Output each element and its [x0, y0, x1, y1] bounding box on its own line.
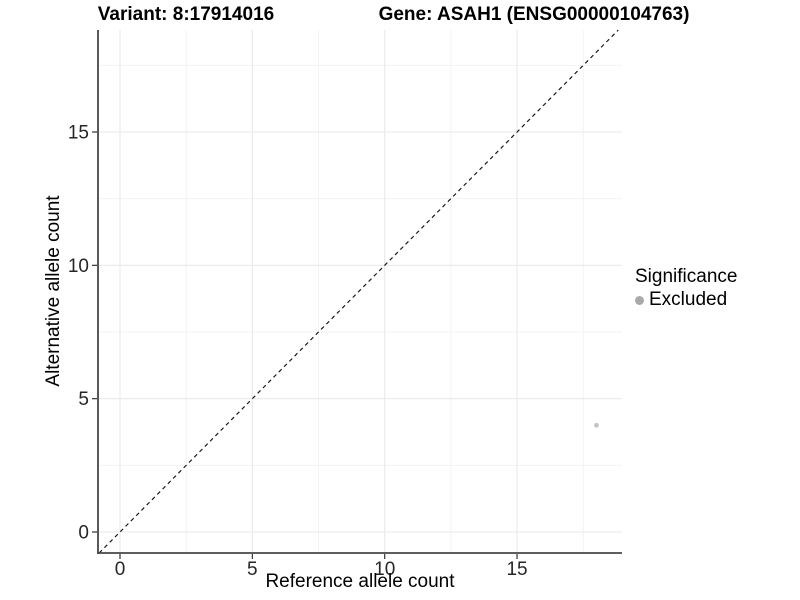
- legend: Significance Excluded: [635, 266, 737, 311]
- identity-dashed-line: [98, 29, 619, 554]
- legend-title: Significance: [635, 266, 738, 287]
- y-tick-label: 5: [78, 389, 89, 410]
- legend-entry-excluded: Excluded: [635, 289, 737, 311]
- x-tick-label: 15: [506, 559, 527, 580]
- legend-entry-label: Excluded: [649, 289, 728, 310]
- legend-point-icon: [635, 295, 644, 305]
- y-tick-label: 15: [68, 123, 89, 144]
- plot-title-gene: Gene: ASAH1 (ENSG00000104763): [378, 4, 690, 25]
- x-tick-label: 5: [247, 559, 258, 580]
- plot-title-variant: Variant: 8:17914016: [97, 4, 275, 25]
- y-tick-label: 0: [78, 523, 89, 544]
- y-axis-title: Alternative allele count: [43, 195, 64, 387]
- y-tick-label: 10: [68, 256, 89, 277]
- data-point: [594, 422, 599, 428]
- x-tick-label: 10: [374, 559, 395, 580]
- x-tick-label: 0: [115, 559, 126, 580]
- x-axis-title: Reference allele count: [265, 571, 455, 592]
